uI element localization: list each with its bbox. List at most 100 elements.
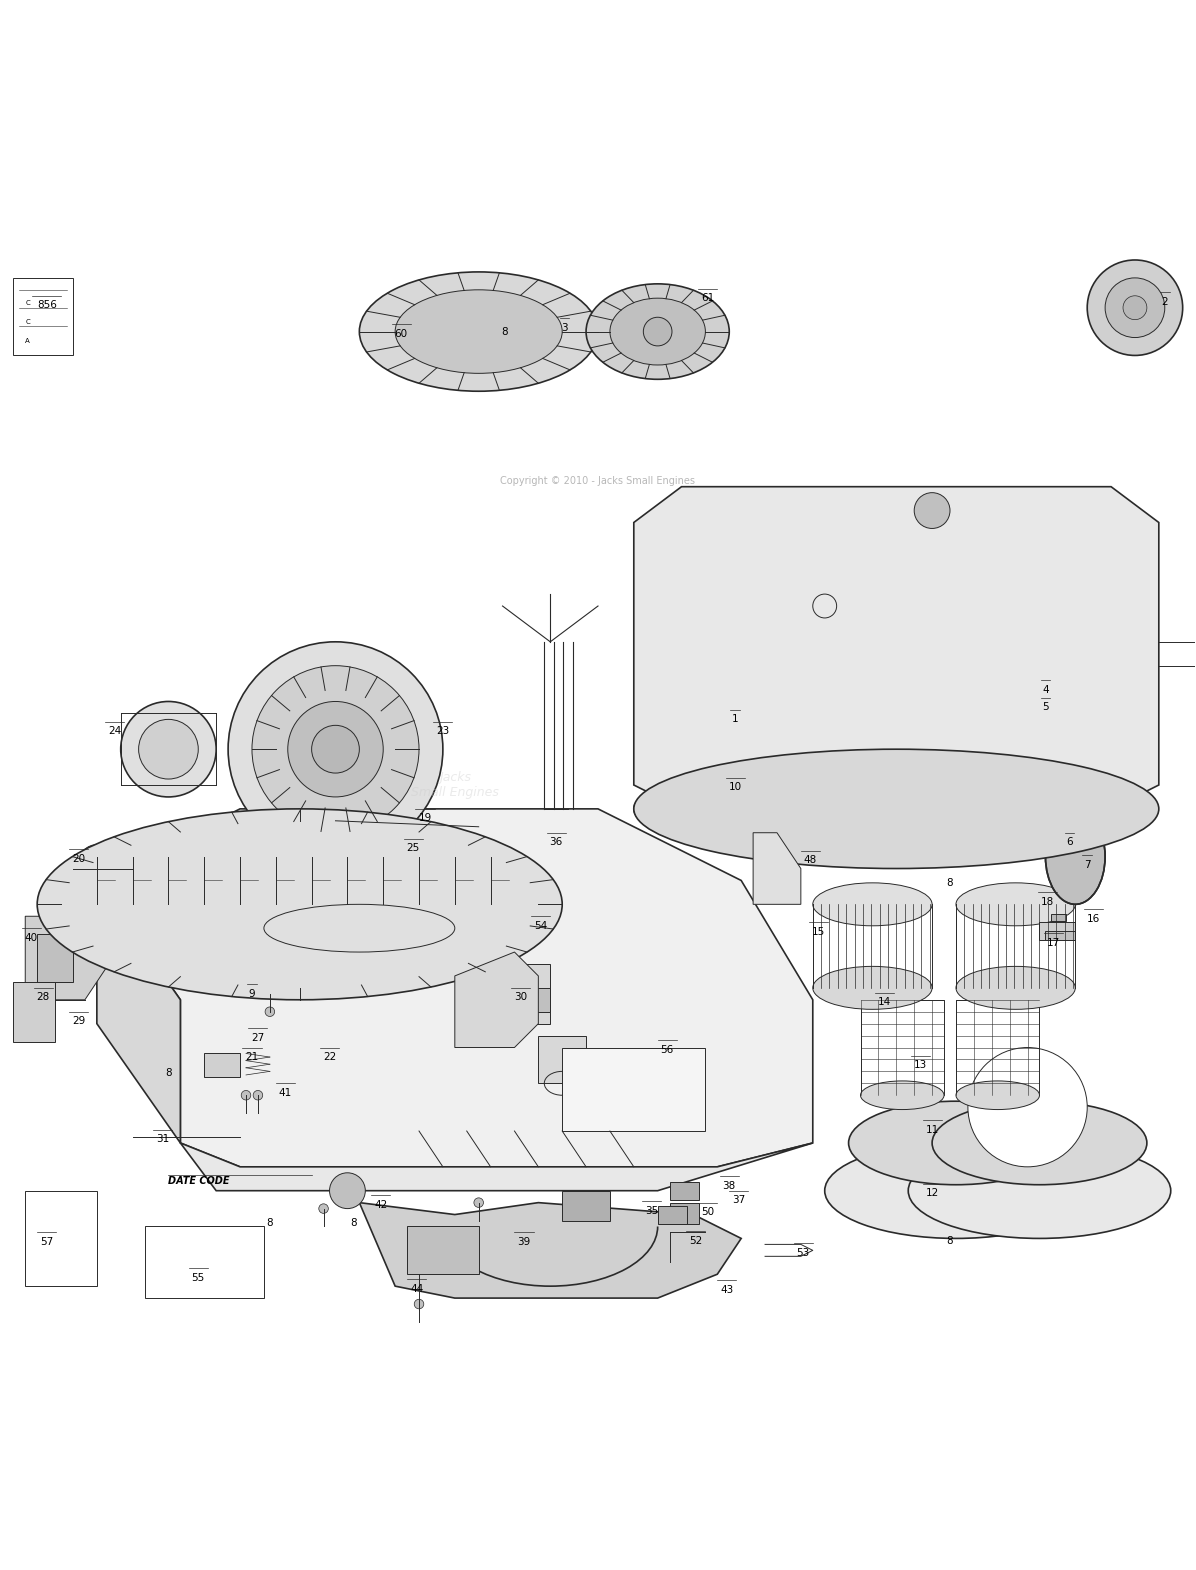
Text: 20: 20: [73, 854, 85, 864]
Text: 38: 38: [722, 1181, 736, 1192]
Bar: [37, 934, 73, 981]
Text: 18: 18: [1042, 896, 1055, 907]
Text: 61: 61: [701, 294, 714, 303]
Text: 10: 10: [728, 782, 742, 793]
Ellipse shape: [825, 1143, 1087, 1239]
Circle shape: [643, 317, 672, 345]
Ellipse shape: [956, 967, 1075, 1010]
Bar: [359, 862, 454, 922]
Text: 31: 31: [155, 1135, 169, 1145]
Text: 8: 8: [947, 878, 953, 889]
Text: 8: 8: [947, 1236, 953, 1247]
Text: 42: 42: [374, 1199, 388, 1210]
Circle shape: [288, 702, 383, 798]
Text: 14: 14: [878, 997, 891, 1008]
Text: Jacks
Small Engines: Jacks Small Engines: [411, 771, 499, 799]
Ellipse shape: [956, 882, 1075, 926]
Circle shape: [266, 1006, 275, 1016]
Bar: [443, 848, 490, 868]
Text: 57: 57: [41, 1237, 54, 1247]
Polygon shape: [359, 1203, 742, 1298]
Text: Copyright © 2010 - Jacks Small Engines: Copyright © 2010 - Jacks Small Engines: [500, 476, 696, 485]
Text: 8: 8: [267, 1218, 273, 1228]
Text: C: C: [25, 319, 30, 325]
Text: 53: 53: [797, 1248, 810, 1258]
Ellipse shape: [37, 809, 562, 1000]
Circle shape: [228, 642, 443, 857]
Ellipse shape: [932, 1101, 1147, 1185]
Text: 60: 60: [395, 330, 408, 339]
Bar: [670, 1203, 700, 1225]
Bar: [658, 1206, 688, 1225]
Circle shape: [254, 1091, 263, 1101]
Text: 8: 8: [350, 1218, 356, 1228]
Text: 23: 23: [437, 727, 450, 736]
Text: 9: 9: [249, 989, 255, 999]
Text: 28: 28: [37, 992, 50, 1002]
Ellipse shape: [956, 1080, 1039, 1110]
Text: 3: 3: [561, 323, 568, 333]
Ellipse shape: [395, 290, 562, 374]
Ellipse shape: [908, 1143, 1171, 1239]
Text: 35: 35: [645, 1206, 658, 1217]
Polygon shape: [634, 487, 1159, 809]
Text: 55: 55: [191, 1273, 205, 1283]
Ellipse shape: [634, 761, 1111, 857]
Ellipse shape: [586, 284, 730, 380]
Text: DATE CODE: DATE CODE: [169, 1176, 230, 1187]
Circle shape: [315, 818, 334, 837]
Polygon shape: [97, 881, 181, 1143]
Text: 856: 856: [37, 300, 56, 311]
Text: 37: 37: [732, 1195, 745, 1206]
Bar: [13, 278, 73, 355]
Polygon shape: [454, 951, 538, 1047]
Text: 30: 30: [514, 992, 527, 1002]
Circle shape: [474, 1198, 483, 1207]
Circle shape: [330, 1173, 365, 1209]
Ellipse shape: [813, 967, 932, 1010]
Bar: [1051, 914, 1066, 922]
Text: 54: 54: [535, 920, 548, 931]
Ellipse shape: [359, 272, 598, 391]
Text: 24: 24: [108, 727, 121, 736]
Circle shape: [139, 719, 199, 779]
Circle shape: [1123, 295, 1147, 320]
Text: 12: 12: [926, 1188, 939, 1198]
Ellipse shape: [813, 882, 932, 926]
Ellipse shape: [610, 298, 706, 364]
Polygon shape: [25, 917, 109, 1000]
Text: 21: 21: [245, 1052, 258, 1061]
Ellipse shape: [1045, 809, 1105, 904]
Circle shape: [79, 845, 115, 881]
Text: 16: 16: [1086, 914, 1100, 923]
Text: C: C: [25, 300, 30, 306]
Bar: [13, 981, 55, 1041]
Circle shape: [121, 702, 216, 798]
Text: 22: 22: [323, 1052, 336, 1061]
Text: 8: 8: [501, 327, 508, 336]
Text: 7: 7: [1084, 860, 1091, 870]
Circle shape: [414, 1300, 423, 1309]
Text: 44: 44: [410, 1284, 423, 1294]
Bar: [205, 1053, 240, 1077]
Circle shape: [378, 879, 388, 889]
Ellipse shape: [849, 1101, 1063, 1185]
Bar: [538, 1036, 586, 1083]
Ellipse shape: [860, 1080, 944, 1110]
Text: 2: 2: [1161, 297, 1168, 306]
Circle shape: [242, 1091, 251, 1101]
Text: 50: 50: [701, 1207, 714, 1217]
Circle shape: [914, 493, 950, 529]
Bar: [454, 964, 550, 1024]
Circle shape: [1087, 261, 1183, 355]
Text: 4: 4: [1042, 685, 1049, 694]
Bar: [670, 1182, 700, 1199]
Bar: [502, 988, 550, 1011]
Text: 29: 29: [72, 1016, 86, 1027]
Ellipse shape: [634, 749, 1159, 868]
Bar: [562, 1190, 610, 1220]
Circle shape: [319, 1204, 329, 1214]
Text: 27: 27: [251, 1033, 264, 1042]
Polygon shape: [97, 809, 813, 1167]
Bar: [1039, 922, 1075, 940]
